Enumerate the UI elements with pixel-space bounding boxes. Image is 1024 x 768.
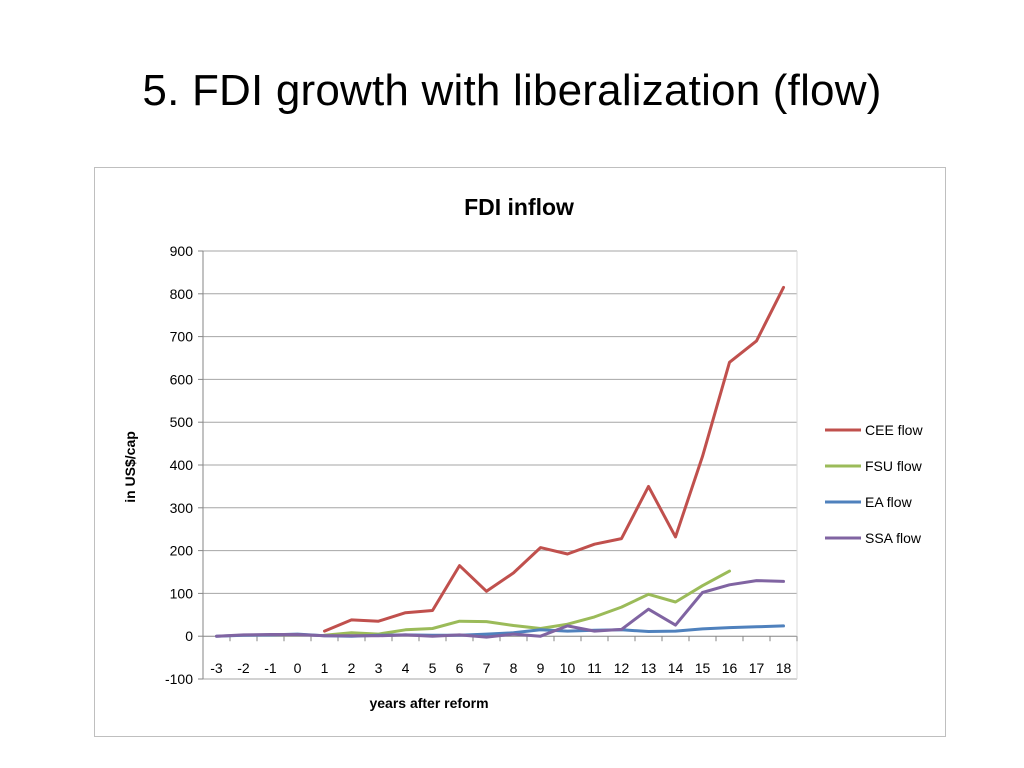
legend: CEE flow FSU flow EA flow SSA flow xyxy=(825,422,923,546)
x-tick-labels: -3 -2 -1 0 1 2 3 4 5 6 7 8 9 10 11 12 13 14 15 16 17 18 xyxy=(210,660,791,676)
x-tick-label: -2 xyxy=(237,660,250,676)
x-tick-label: 5 xyxy=(429,660,437,676)
x-tick-label: 13 xyxy=(641,660,657,676)
y-tick-label: -100 xyxy=(165,671,193,687)
x-tick-label: 4 xyxy=(402,660,410,676)
y-axis-title: in US$/cap xyxy=(122,431,138,503)
y-tick-label: 100 xyxy=(170,585,194,601)
series-line-fsu-flow xyxy=(323,569,731,637)
x-tick-label: 3 xyxy=(375,660,383,676)
chart-title: FDI inflow xyxy=(464,194,574,220)
y-tick-label: 300 xyxy=(170,500,194,516)
x-tick-label: 1 xyxy=(321,660,329,676)
y-tick-label: 600 xyxy=(170,371,194,387)
y-tick-label: 200 xyxy=(170,543,194,559)
y-tick-labels: -100 0 100 200 300 400 500 600 700 800 900 xyxy=(165,243,193,687)
x-tick-label: 17 xyxy=(749,660,765,676)
legend-label: SSA flow xyxy=(865,530,922,546)
legend-label: CEE flow xyxy=(865,422,923,438)
x-tick-label: 8 xyxy=(510,660,518,676)
x-tick-label: 15 xyxy=(695,660,711,676)
series-line-ssa-flow xyxy=(215,579,785,639)
x-tick-label: -1 xyxy=(264,660,277,676)
x-tick-label: 10 xyxy=(560,660,576,676)
legend-label: EA flow xyxy=(865,494,913,510)
gridlines xyxy=(198,250,797,680)
x-tick-label: 2 xyxy=(348,660,356,676)
chart-frame: FDI inflow -3 -2 -1 0 1 2 3 4 5 6 7 8 9 10 11 12 13 14 15 1… xyxy=(94,167,946,737)
y-tick-label: 800 xyxy=(170,286,194,302)
x-tick-label: 7 xyxy=(483,660,491,676)
x-tick-label: 12 xyxy=(614,660,630,676)
y-tick-label: 900 xyxy=(170,243,194,259)
x-axis-title: years after reform xyxy=(369,695,488,711)
slide-title: 5. FDI growth with liberalization (flow) xyxy=(142,66,882,115)
y-tick-label: 0 xyxy=(185,628,193,644)
x-tick-label: 14 xyxy=(668,660,684,676)
y-tick-label: 700 xyxy=(170,329,194,345)
x-tick-label: 18 xyxy=(776,660,792,676)
x-tick-label: 6 xyxy=(456,660,464,676)
line-chart: FDI inflow -3 -2 -1 0 1 2 3 4 5 6 7 8 9 10 11 12 13 14 15 1… xyxy=(122,194,923,711)
x-tick-label: 0 xyxy=(294,660,302,676)
axes xyxy=(202,251,798,679)
x-tick-label: 16 xyxy=(722,660,738,676)
y-tick-label: 400 xyxy=(170,457,194,473)
y-tick-label: 500 xyxy=(170,414,194,430)
x-tick-label: -3 xyxy=(210,660,223,676)
x-tick-label: 11 xyxy=(587,660,602,676)
series-line-cee-flow xyxy=(323,285,785,633)
x-tick-label: 9 xyxy=(537,660,545,676)
legend-label: FSU flow xyxy=(865,458,923,474)
series-lines xyxy=(215,285,785,639)
